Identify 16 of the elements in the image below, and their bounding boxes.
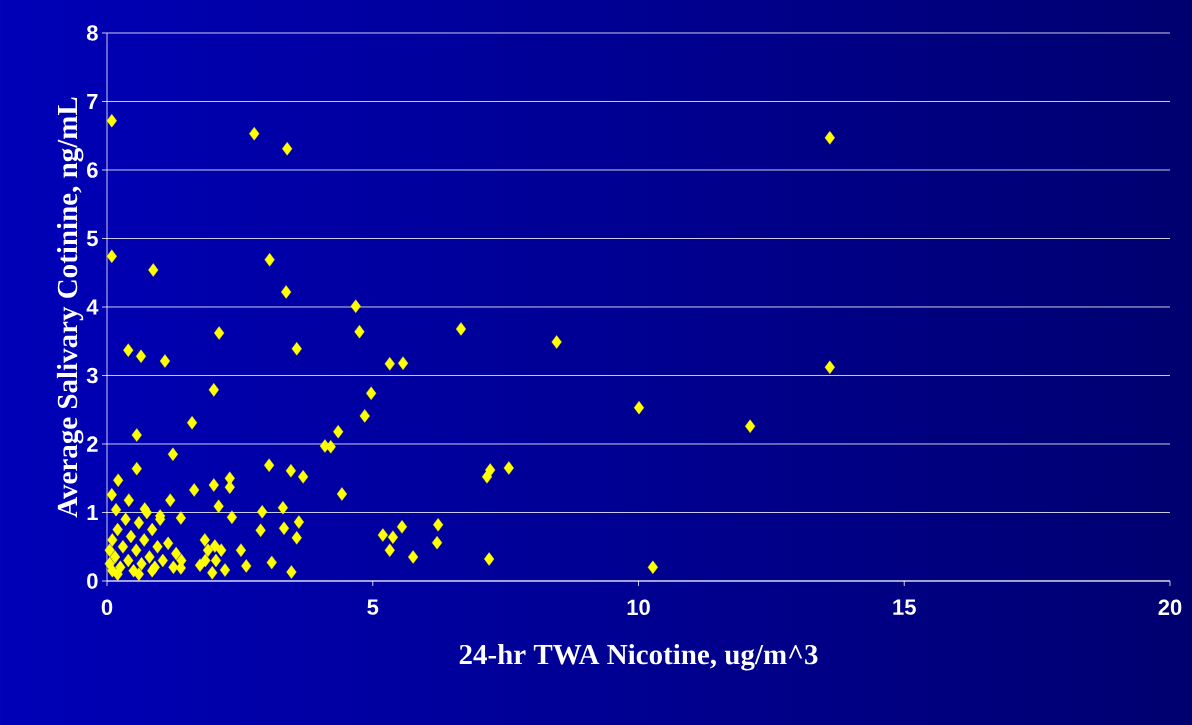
x-tick-label: 5 [367,599,379,615]
y-axis-title: Average Salivary Cotinine, ng/mL [56,97,84,518]
y-tick-label: 3 [86,367,98,384]
y-tick-label: 2 [87,436,98,452]
y-tick-label: 6 [87,162,98,178]
y-tick-label: 1 [87,504,98,521]
y-tick-label: 4 [86,299,99,315]
x-tick-label: 0 [101,599,113,616]
y-tick-label: 0 [87,573,98,589]
y-tick-label: 7 [87,93,98,110]
x-tick-label: 10 [627,599,650,616]
x-tick-label: 20 [1158,599,1182,616]
y-tick-label: 5 [86,230,98,247]
x-tick-label: 15 [893,599,916,615]
y-tick-label: 8 [86,25,98,41]
x-axis-title: 24-hr TWA Nicotine, ug/m^3 [459,643,818,671]
